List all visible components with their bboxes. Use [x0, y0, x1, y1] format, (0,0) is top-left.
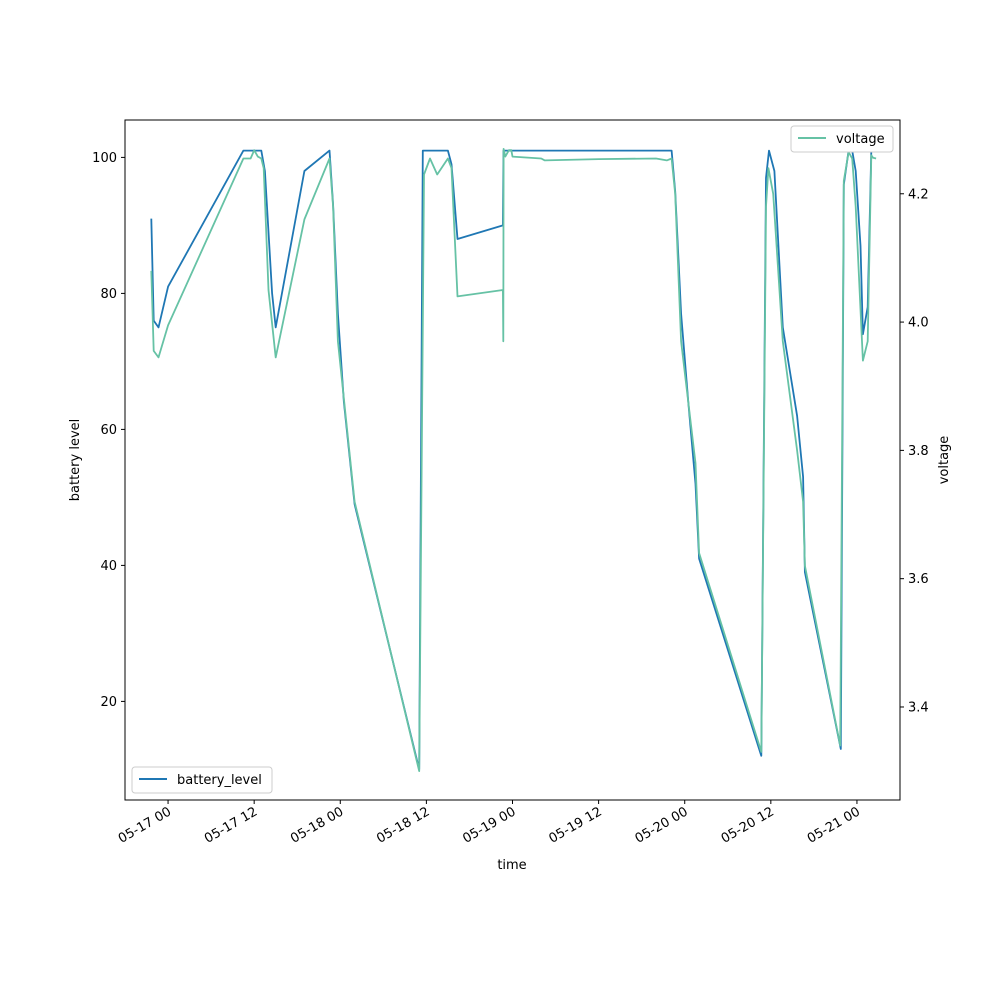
y-right-tick-label: 4.2: [908, 187, 929, 202]
y-right-tick-label: 3.6: [908, 572, 929, 587]
y-left-tick-label: 20: [100, 695, 117, 710]
y-right-tick-label: 4.0: [908, 316, 929, 331]
legend-label: battery_level: [177, 773, 262, 788]
y-axis-label-right: voltage: [937, 436, 952, 485]
y-right-tick-label: 3.8: [908, 444, 929, 459]
y-left-tick-label: 60: [100, 423, 117, 438]
legend-box: [131, 766, 273, 794]
y-left-tick-label: 80: [100, 287, 117, 302]
y-axis-left: 20 40 60 80 100: [92, 151, 125, 710]
legend-label: voltage: [836, 132, 885, 147]
legend-battery-level: battery_level: [131, 766, 273, 794]
y-axis-right: 3.4 3.6 3.8 4.0 4.2: [900, 187, 929, 715]
y-left-tick-label: 100: [92, 151, 117, 166]
legend-box: [790, 125, 894, 153]
y-right-tick-label: 3.4: [908, 700, 929, 715]
legend-voltage: voltage: [790, 125, 894, 153]
series-layer: [150, 147, 877, 772]
y-axis-label-left: battery level: [68, 419, 83, 502]
y-left-tick-label: 40: [100, 559, 117, 574]
series-line-voltage: [150, 147, 877, 772]
x-axis-label: time: [497, 858, 526, 873]
